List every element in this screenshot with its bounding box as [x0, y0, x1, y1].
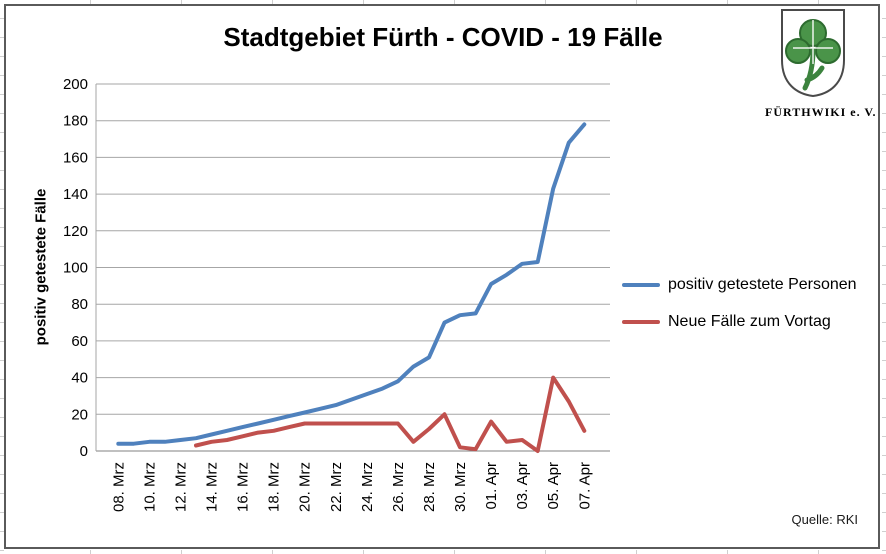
legend-item-new-cases: Neue Fälle zum Vortag — [622, 313, 857, 331]
sheet-gridline-margin-top — [0, 0, 886, 4]
legend-swatch-red-line — [622, 320, 660, 324]
legend: positiv getestete Personen Neue Fälle zu… — [622, 276, 857, 350]
legend-item-positive-tested: positiv getestete Personen — [622, 276, 857, 294]
source-note: Quelle: RKI — [791, 512, 858, 527]
legend-swatch-blue-line — [622, 283, 660, 287]
legend-label: Neue Fälle zum Vortag — [668, 313, 831, 330]
legend-label: positiv getestete Personen — [668, 276, 857, 293]
y-axis-title: positiv getestete Fälle — [32, 188, 50, 346]
chart-title: Stadtgebiet Fürth - COVID - 19 Fälle — [223, 22, 663, 52]
sheet-gridline-margin-left — [0, 0, 4, 554]
sheet-gridline-margin-bottom — [0, 550, 886, 554]
logo-org-name: FÜRTHWIKI e. V. — [765, 105, 877, 119]
clover-shield-icon — [781, 9, 845, 98]
fuerthwiki-logo: FÜRTHWIKI e. V. — [765, 8, 877, 120]
sheet-gridline-margin-right — [882, 0, 886, 554]
